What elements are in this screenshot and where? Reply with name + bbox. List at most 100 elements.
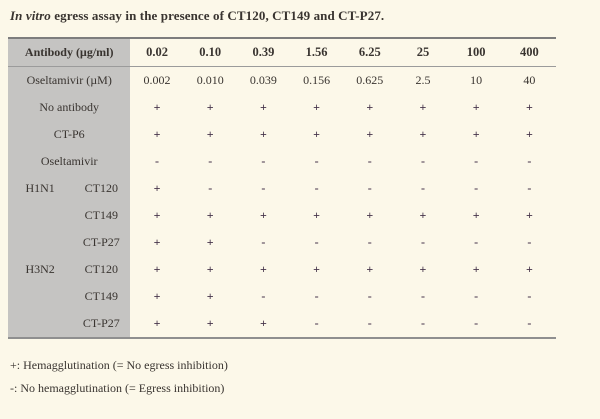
header-row: Antibody (µg/ml) 0.02 0.10 0.39 1.56 6.2… [8,38,556,67]
result-cell: - [527,181,532,195]
result-cell: 0.156 [303,73,331,87]
header-value-cell: 0.39 [236,38,290,67]
virus-label-cell [8,310,73,338]
result-cell: - [420,235,425,249]
result-cell: - [208,181,213,195]
result-cell: + [153,316,161,330]
result-cell: + [419,127,427,141]
result-cell: + [153,235,161,249]
footnotes: +: Hemagglutination (= No egress inhibit… [10,357,600,396]
result-cell: + [206,235,214,249]
result-cell: 0.010 [196,73,224,87]
result-cell: + [206,127,214,141]
assay-table-body: Oseltamivir (µM) 0.002 0.010 0.039 0.156 0.62… [8,66,556,338]
result-cell: + [313,262,321,276]
result-cell: - [474,289,479,303]
result-cell: - [314,235,319,249]
result-cell: + [472,100,480,114]
result-cell: - [527,316,532,330]
result-cell: + [366,100,374,114]
result-cell: - [261,289,266,303]
table-caption: In vitro egress assay in the presence of… [0,0,600,24]
virus-label-cell [8,229,73,256]
virus-label-cell: H3N2 [8,256,73,283]
result-cell: + [153,181,161,195]
result-cell: - [208,154,213,168]
result-cell: + [206,100,214,114]
result-cell: + [366,127,374,141]
header-label-cell: Antibody (µg/ml) [8,38,131,67]
result-cell: + [259,316,267,330]
table-row: H3N2 CT120 + + + + + + + + [8,256,556,283]
row-label-cell: CT-P6 [8,121,131,148]
result-cell: - [314,316,319,330]
result-cell: + [153,100,161,114]
result-cell: - [367,289,372,303]
result-cell: + [525,262,533,276]
result-cell: + [259,262,267,276]
caption-regular-text: egress assay in the presence of CT120, C… [50,8,385,23]
result-cell: + [419,100,427,114]
result-cell: 0.002 [143,73,171,87]
result-cell: - [474,181,479,195]
result-cell: - [367,154,372,168]
result-cell: + [206,208,214,222]
table-row: CT-P27 + + + - - - - - [8,310,556,338]
table-row: No antibody + + + + + + + + [8,94,556,121]
table-row: CT149 + + - - - - - - [8,283,556,310]
result-cell: + [525,127,533,141]
antibody-label-cell: CT-P27 [72,229,131,256]
row-label-cell: Oseltamivir [8,148,131,175]
result-cell: - [527,289,532,303]
result-cell: + [206,316,214,330]
result-cell: + [259,208,267,222]
result-cell: - [367,316,372,330]
result-cell: - [367,181,372,195]
result-cell: - [314,289,319,303]
result-cell: + [313,100,321,114]
antibody-label-cell: CT149 [72,202,131,229]
result-cell: - [527,235,532,249]
result-cell: 10 [470,73,483,87]
header-value-cell: 6.25 [343,38,397,67]
caption-italic-text: In vitro [10,8,51,23]
result-cell: + [206,289,214,303]
result-cell: + [153,127,161,141]
row-label-cell: Oseltamivir (µM) [8,66,131,94]
header-value-cell: 25 [396,38,450,67]
result-cell: + [153,262,161,276]
result-cell: - [474,154,479,168]
egress-assay-table: Antibody (µg/ml) 0.02 0.10 0.39 1.56 6.2… [8,37,556,339]
table-row: H1N1 CT120 + - - - - - - - [8,175,556,202]
table-row: Oseltamivir - - - - - - - - [8,148,556,175]
table-row: Oseltamivir (µM) 0.002 0.010 0.039 0.156 0.62… [8,66,556,94]
result-cell: + [419,262,427,276]
result-cell: 40 [523,73,536,87]
result-cell: + [472,208,480,222]
result-cell: + [259,127,267,141]
result-cell: - [527,154,532,168]
table-row: CT149 + + + + + + + + [8,202,556,229]
result-cell: + [206,262,214,276]
result-cell: 0.039 [249,73,277,87]
result-cell: + [153,208,161,222]
result-cell: 2.5 [415,73,431,87]
antibody-label-cell: CT149 [72,283,131,310]
row-label-cell: No antibody [8,94,131,121]
result-cell: - [367,235,372,249]
result-cell: - [155,154,160,168]
header-value-cell: 1.56 [290,38,344,67]
result-cell: + [472,262,480,276]
result-cell: 0.625 [356,73,384,87]
result-cell: - [474,235,479,249]
result-cell: - [314,181,319,195]
header-value-cell: 0.10 [183,38,237,67]
antibody-label-cell: CT120 [72,256,131,283]
result-cell: - [420,316,425,330]
result-cell: + [313,127,321,141]
virus-label-cell [8,202,73,229]
header-value-cell: 0.02 [130,38,184,67]
virus-label-cell [8,283,73,310]
antibody-label-cell: CT120 [72,175,131,202]
